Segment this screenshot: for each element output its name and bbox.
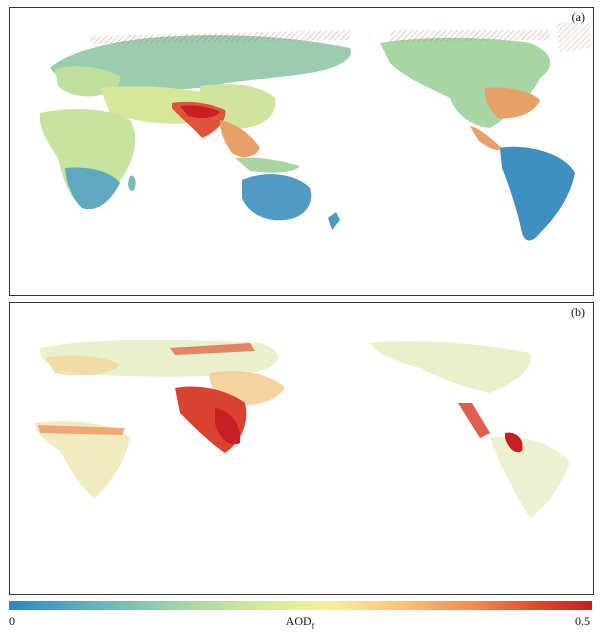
map-panel-b: (b): [9, 302, 594, 595]
sparse-south-america: [490, 436, 570, 518]
colorbar-title-subscript: f: [311, 621, 315, 631]
landmass-maritime-asia: [235, 157, 300, 173]
hotspot-andes-b: [505, 432, 523, 453]
streak-siberia: [170, 343, 255, 355]
map-a-graphic: [39, 23, 590, 241]
colorbar-title-text: AOD: [285, 614, 312, 628]
landmass-eurasia-north: [50, 35, 351, 91]
hotspot-indochina-b: [215, 408, 241, 445]
colorbar: [9, 601, 592, 610]
sparse-europe: [45, 355, 120, 376]
landmass-south-america: [500, 146, 575, 241]
landmass-eastern-us: [484, 87, 540, 119]
map-panel-a: (a): [9, 7, 594, 296]
arctic-hatch-eurasia: [90, 30, 350, 44]
panel-b-label: (b): [571, 305, 585, 319]
landmass-new-zealand: [328, 212, 340, 230]
landmass-central-america: [470, 126, 502, 151]
panel-a-label: (a): [571, 10, 585, 24]
arctic-hatch-america: [390, 30, 550, 42]
landmass-australia: [242, 174, 312, 221]
streak-sahel: [38, 425, 125, 435]
sparse-north-america: [370, 341, 531, 393]
streak-mexico: [458, 403, 490, 438]
landmass-southern-africa: [65, 167, 120, 210]
colorbar-min-label: 0: [9, 614, 15, 628]
map-b-graphic: [35, 339, 570, 518]
landmass-southeast-asia: [220, 120, 260, 158]
landmass-madagascar: [128, 175, 136, 191]
colorbar-title: AODf: [0, 614, 600, 630]
hotspot-indo-gangetic: [180, 105, 220, 119]
greenland-hatch: [555, 23, 590, 53]
sparse-africa: [35, 421, 130, 498]
landmass-north-america: [380, 37, 551, 128]
colorbar-max-label: 0.5: [575, 614, 590, 628]
